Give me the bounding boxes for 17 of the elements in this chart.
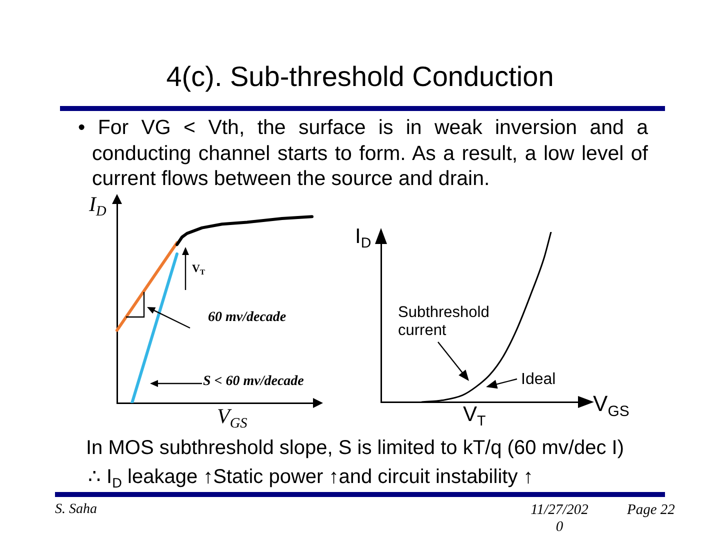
text: • For VG < Vth, the surface is in weak inversion and a conducting channel starts to form. As a result, a low level of current flows between the source and drain. <box>78 115 648 192</box>
annotation: Ideal <box>521 371 556 390</box>
text: 4(c). Sub-threshold Conduction <box>165 61 555 94</box>
x-axis-title: V$_{GS}$ <box>217 404 248 432</box>
text: V$_{T}$ <box>463 403 486 430</box>
annotation: Subthreshold current <box>398 304 490 340</box>
x-axis-title: V$_{GS}$ <box>593 391 630 420</box>
text: ∴ I$_{D}$ leakage ↑Static power ↑and circuit instability ↑ <box>88 466 534 490</box>
text: S. Saha <box>55 502 97 518</box>
text: 11/27/2020 <box>530 502 590 536</box>
annotation: S < 60 mv/decade <box>203 374 304 390</box>
y-axis-title: I$_{D}$ <box>89 192 106 220</box>
text: In MOS subthreshold slope, S is limited to kT/q (60 mv/dec I) <box>86 437 624 460</box>
annotation: 60 mv/decade <box>208 310 286 326</box>
annotation: V$_{T}$ <box>192 263 205 276</box>
y-axis-title: I$_{D}$ <box>355 225 372 252</box>
text: Page 22 <box>627 502 675 519</box>
